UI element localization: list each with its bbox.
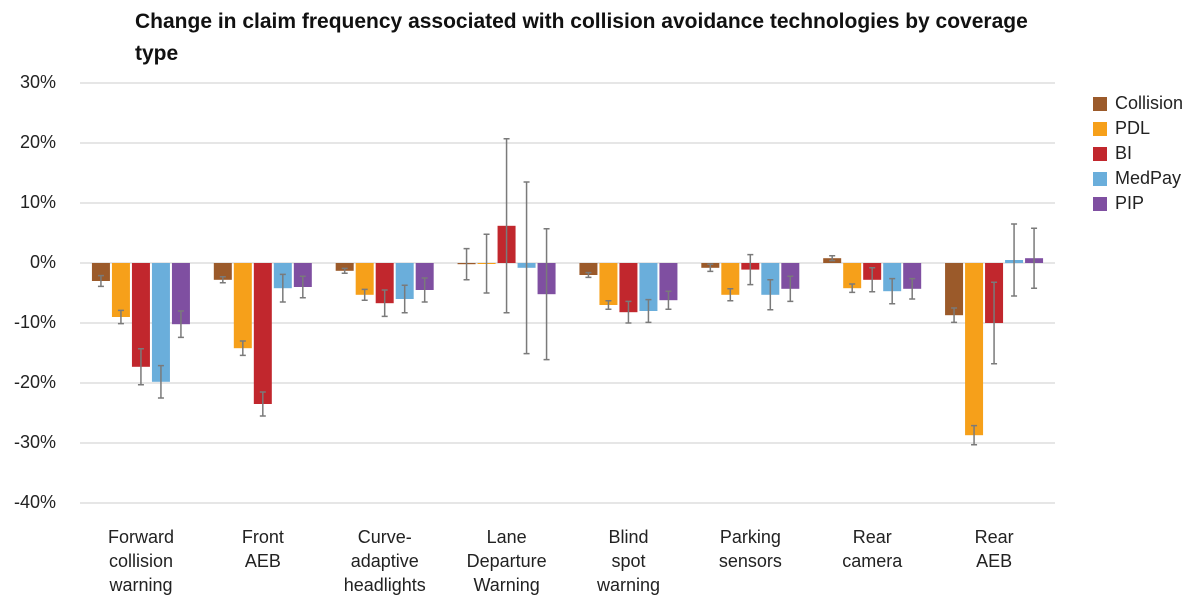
error-bar [483,233,490,294]
bar [91,263,110,281]
error-bar [1011,223,1018,297]
x-tick-label: Blind spot warning [596,527,661,595]
x-tick-label: Lane Departure Warning [466,527,547,595]
bar [599,263,618,305]
error-bar [401,284,408,314]
bar [355,263,374,295]
error-bar [829,255,836,262]
x-tick-label: Rear AEB [974,527,1014,571]
error-bar [279,273,286,303]
error-bar [157,364,164,399]
x-tick-label: Parking sensors [718,527,782,571]
error-bar [299,275,306,299]
error-bar [341,267,348,274]
x-tick-label: Curve-adaptive headlights [343,527,426,595]
y-tick-label: 20% [20,132,56,152]
bar [639,263,658,311]
legend-label: BI [1115,143,1132,163]
bar [131,263,150,367]
bar [579,263,598,275]
error-bar [747,253,754,286]
bar [233,263,252,349]
error-bar [259,391,266,417]
error-bar [1031,227,1038,289]
bar [335,263,354,271]
error-bar [463,247,470,281]
error-bar [951,307,958,324]
legend-label: MedPay [1115,168,1181,188]
error-bar [869,267,876,293]
legend-swatch [1093,97,1107,111]
bar [945,263,964,316]
x-tick-label: Forward collision warning [107,527,174,595]
error-bar [971,424,978,446]
bar [619,263,638,313]
error-bar [767,279,774,311]
bar [843,263,862,289]
error-bar [381,289,388,318]
error-bar [889,277,896,305]
error-bar [707,263,714,273]
bar [761,263,780,295]
error-bar [909,277,916,300]
legend-label: PDL [1115,118,1150,138]
error-bar [97,274,104,288]
error-bar [177,310,184,339]
bar [903,263,922,289]
error-bar [421,277,428,303]
y-tick-label: -10% [14,312,56,332]
error-bar [991,281,998,365]
error-bar [585,271,592,279]
x-tick-label: Front AEB [241,527,284,571]
legend-swatch [1093,122,1107,136]
error-bar [503,138,510,314]
bar [965,263,984,436]
error-bar [625,300,632,324]
bar [395,263,414,299]
error-bar [787,275,794,303]
legend-swatch [1093,197,1107,211]
y-tick-label: -20% [14,372,56,392]
bar [171,263,190,325]
y-tick-label: -40% [14,492,56,512]
error-bar [137,348,144,386]
error-bar [849,283,856,294]
bar [883,263,902,292]
bar [659,263,678,301]
bar [721,263,740,295]
bar [375,263,394,304]
bar [415,263,434,290]
legend-label: PIP [1115,193,1144,213]
error-bar [117,309,124,325]
bar [293,263,312,287]
y-tick-label: -30% [14,432,56,452]
error-bar [543,228,550,361]
error-bar [605,300,612,310]
bar [151,263,170,382]
y-tick-label: 0% [30,252,56,272]
bar [213,263,232,280]
legend-swatch [1093,147,1107,161]
y-tick-label: 30% [20,72,56,92]
chart-title: Change in claim frequency associated wit… [135,10,1028,65]
bar [111,263,130,317]
legend-swatch [1093,172,1107,186]
error-bar [523,181,530,355]
error-bar [219,276,226,284]
error-bar [239,340,246,357]
error-bar [665,290,672,310]
error-bar [361,288,368,301]
legend-label: Collision [1115,93,1183,113]
error-bar [645,298,652,324]
error-bar [727,288,734,302]
bar [253,263,272,404]
x-tick-label: Rear camera [842,527,903,571]
y-tick-label: 10% [20,192,56,212]
